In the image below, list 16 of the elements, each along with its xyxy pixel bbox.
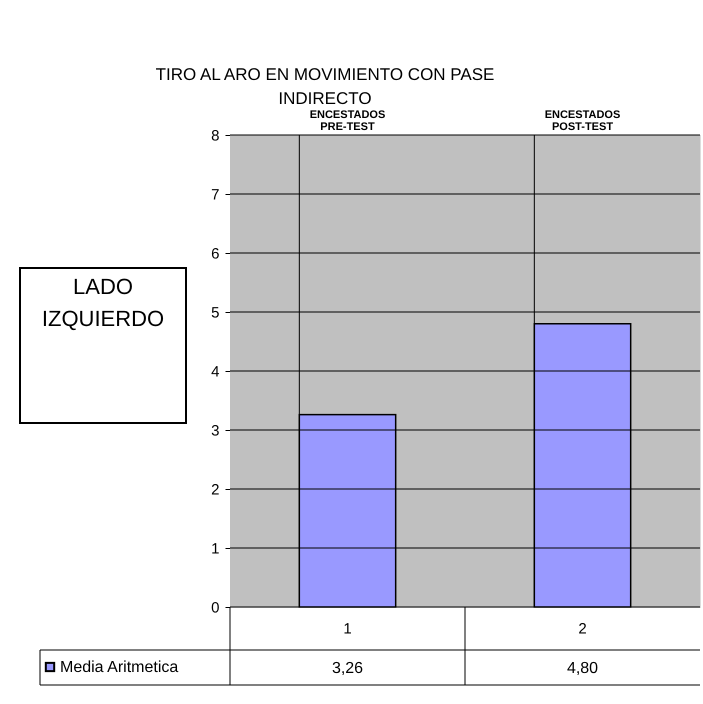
text: ENCESTADOS PRE-TEST — [310, 109, 386, 133]
data-label: 3,26 — [332, 660, 364, 677]
data-label: 4,80 — [566, 660, 598, 677]
text: LADO IZQUIERDO — [42, 274, 164, 331]
y-tick-label: 6 — [211, 246, 220, 262]
y-tick-label: 8 — [211, 128, 220, 144]
y-tick-label: 7 — [211, 186, 220, 204]
y-tick-label: 2 — [211, 482, 220, 498]
y-tick-label: 0 — [211, 600, 220, 616]
text: ENCESTADOS POST-TEST — [544, 109, 620, 133]
y-tick-label: 1 — [211, 540, 220, 558]
legend-label: Media Aritmetica — [60, 659, 178, 676]
y-tick-label: 5 — [211, 304, 220, 322]
y-tick-label: 4 — [211, 364, 220, 380]
chart-title: TIRO AL ARO EN MOVIMIENTO CON PASE INDIRECTO — [156, 65, 494, 108]
y-tick-label: 3 — [211, 422, 220, 440]
